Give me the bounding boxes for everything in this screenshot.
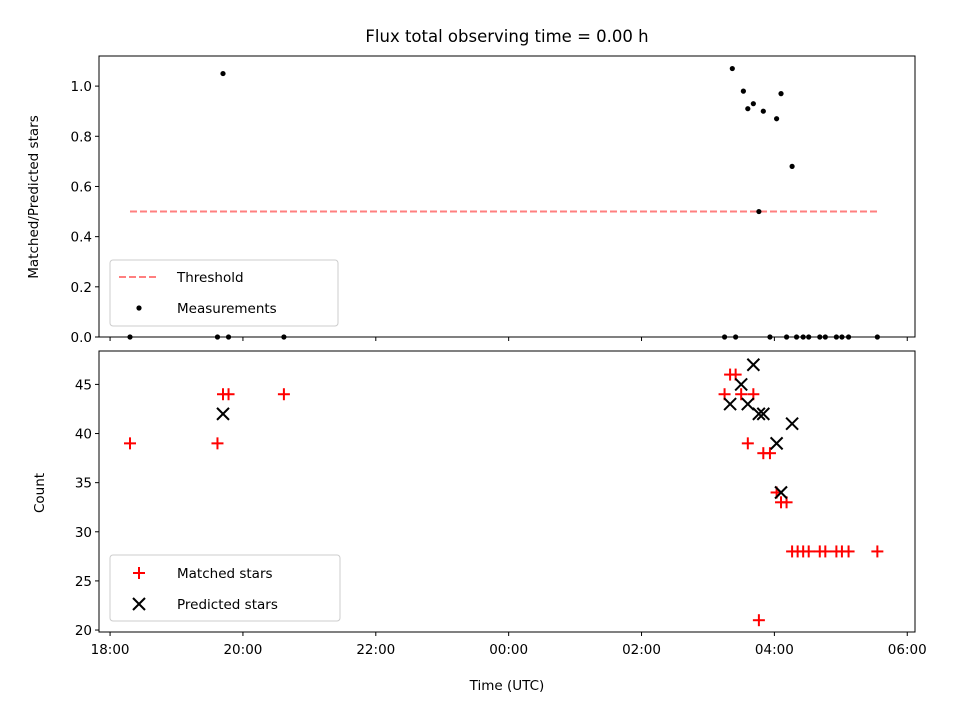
- top-y-tick-label: 1.0: [71, 79, 92, 95]
- bottom-x-tick-label: 02:00: [622, 642, 661, 658]
- legend-predicted-swatch: [132, 597, 146, 611]
- bottom-y-tick-label: 25: [75, 574, 92, 590]
- top-y-tick-label: 0.6: [71, 179, 92, 195]
- matched-star-point: [124, 437, 137, 450]
- measurement-point: [760, 108, 766, 114]
- bottom-x-tick-label: 20:00: [223, 642, 262, 658]
- matched-star-point: [735, 388, 748, 401]
- bottom-x-tick-label: 22:00: [356, 642, 395, 658]
- predicted-star-point: [734, 377, 748, 392]
- top-chart-axes: 0.0 0.2 0.4 0.6 0.8 1.0: [71, 79, 908, 346]
- legend-matched-swatch: [133, 567, 145, 579]
- top-y-tick-label: 0.0: [71, 330, 92, 346]
- top-chart-frame: [98, 55, 916, 338]
- bottom-chart-y-axis-label: Count: [32, 473, 48, 513]
- predicted-star-point: [216, 407, 230, 421]
- legend-measurements-label: Measurements: [177, 301, 277, 317]
- top-chart: 0.0 0.2 0.4 0.6 0.8 1.0 Matched/Predicted sta…: [26, 55, 916, 346]
- measurement-point: [745, 106, 751, 112]
- bottom-legend-box: [109, 554, 341, 622]
- top-chart-y-axis-label: Matched/Predicted stars: [26, 115, 42, 278]
- bottom-chart-x-axis-label: Time (UTC): [469, 678, 545, 694]
- predicted-star-point: [746, 358, 761, 372]
- predicted-star-point: [723, 397, 737, 411]
- bottom-y-tick-label: 30: [75, 525, 92, 541]
- predicted-star-point: [752, 407, 766, 421]
- legend-measurements-swatch: [136, 305, 142, 311]
- legend-matched-label: Matched stars: [177, 566, 273, 582]
- predicted-star-point: [785, 416, 799, 431]
- measurement-point: [220, 70, 226, 77]
- measurement-point: [740, 88, 746, 94]
- measurement-point: [778, 91, 784, 97]
- top-legend-box: [109, 259, 339, 327]
- bottom-x-tick-label: 18:00: [91, 642, 130, 658]
- bottom-y-tick-label: 35: [75, 476, 92, 492]
- bottom-chart-legend: Matched stars Predicted stars: [109, 554, 341, 622]
- legend-threshold-label: Threshold: [176, 270, 244, 286]
- matched-star-point: [802, 545, 815, 558]
- bottom-x-tick-label: 00:00: [489, 642, 528, 658]
- matched-star-point: [871, 545, 884, 558]
- matched-star-point: [211, 437, 224, 450]
- bottom-x-tick-label: 06:00: [888, 642, 927, 658]
- measurement-point: [729, 65, 735, 72]
- matched-star-point: [763, 447, 776, 460]
- predicted-star-point: [741, 397, 755, 411]
- measurement-point: [774, 116, 780, 122]
- measurement-point: [756, 208, 762, 215]
- bottom-chart-marks: [124, 358, 884, 627]
- matched-star-point: [819, 545, 832, 558]
- predicted-star-point: [756, 407, 771, 421]
- top-chart-title: Flux total observing time = 0.00 h: [365, 27, 648, 46]
- bottom-x-tick-label: 04:00: [755, 642, 794, 658]
- matched-star-point: [222, 388, 235, 401]
- bottom-y-tick-label: 20: [75, 623, 92, 639]
- top-y-tick-label: 0.8: [71, 129, 92, 145]
- matched-star-point: [741, 437, 754, 450]
- measurement-point: [789, 163, 795, 169]
- matched-star-point: [752, 614, 765, 627]
- bottom-chart-frame: [98, 350, 916, 633]
- top-y-tick-label: 0.4: [71, 230, 92, 246]
- legend-predicted-label: Predicted stars: [177, 597, 278, 613]
- matched-star-point: [842, 545, 855, 558]
- bottom-chart-axes: 20 25 30 35 40 45 18:00 20:00 22:00 00:00 02:00 04:…: [75, 377, 927, 658]
- top-y-tick-label: 0.2: [71, 280, 92, 296]
- bottom-chart: 20 25 30 35 40 45 18:00 20:00 22:00 00:00 02:00 04:…: [32, 350, 927, 694]
- matched-star-point: [277, 388, 290, 401]
- predicted-star-point: [774, 485, 788, 500]
- bottom-y-tick-label: 40: [75, 427, 92, 443]
- measurement-point: [750, 101, 756, 107]
- predicted-star-point: [769, 436, 784, 451]
- top-chart-legend: Threshold Measurements: [109, 259, 339, 327]
- bottom-y-tick-label: 45: [75, 377, 92, 393]
